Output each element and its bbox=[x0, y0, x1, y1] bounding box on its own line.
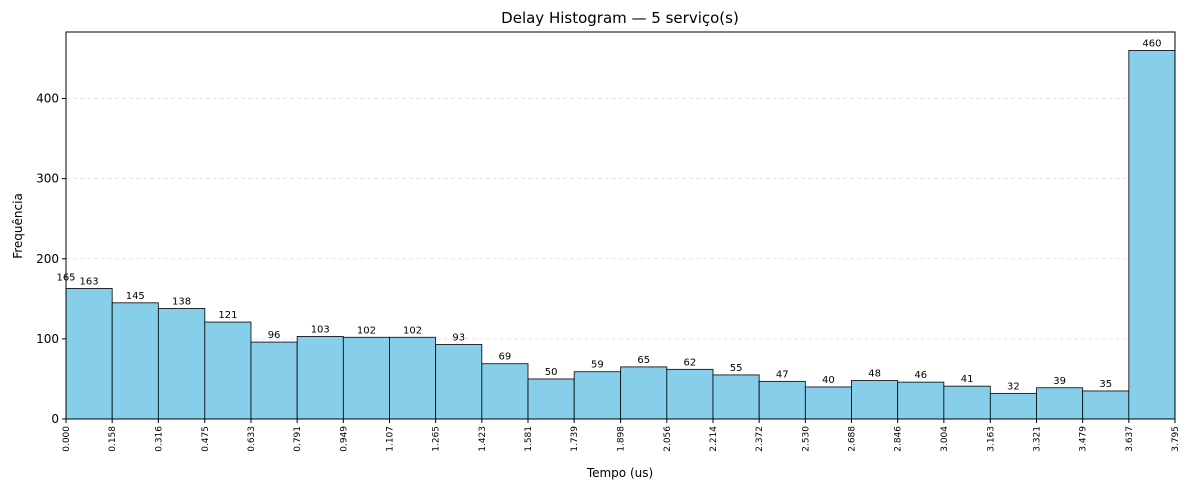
bar-value-label: 121 bbox=[218, 310, 237, 321]
histogram-bar bbox=[897, 381, 945, 420]
x-tick-label: 3.795 bbox=[1171, 426, 1181, 452]
bar-value-label: 69 bbox=[499, 352, 512, 363]
histogram-bar bbox=[481, 363, 529, 420]
x-axis-label: Tempo (us) bbox=[586, 466, 653, 480]
x-tick-label: 1.739 bbox=[570, 426, 580, 452]
bar-value-label: 96 bbox=[268, 330, 281, 341]
histogram-bar bbox=[943, 385, 991, 420]
histogram-bar bbox=[250, 341, 298, 420]
y-axis-label: Frequência bbox=[11, 193, 25, 259]
histogram-bar bbox=[1036, 387, 1084, 420]
histogram-bar bbox=[342, 336, 390, 420]
x-tick-label: 0.000 bbox=[62, 426, 72, 452]
bar-value-label: 48 bbox=[868, 369, 881, 380]
x-tick-label: 1.265 bbox=[432, 426, 442, 452]
bar-value-label: 55 bbox=[730, 363, 743, 374]
bar-value-label: 47 bbox=[776, 369, 789, 380]
bar-value-label: 59 bbox=[591, 360, 604, 371]
histogram-bar bbox=[296, 336, 344, 420]
y-tick-label: 100 bbox=[36, 332, 59, 346]
bar-value-label: 62 bbox=[684, 357, 697, 368]
x-tick-label: 0.316 bbox=[154, 426, 164, 452]
histogram-bar bbox=[851, 380, 899, 420]
bar-value-label: 40 bbox=[822, 375, 835, 386]
bars-group bbox=[65, 50, 1176, 420]
y-tick-label: 200 bbox=[36, 252, 59, 266]
histogram-bar bbox=[157, 308, 206, 420]
bar-value-label: 35 bbox=[1099, 379, 1112, 390]
bar-value-label: 102 bbox=[403, 325, 422, 336]
x-tick-label: 1.581 bbox=[524, 426, 534, 452]
histogram-bar bbox=[111, 302, 159, 420]
x-tick-label: 2.214 bbox=[709, 426, 719, 452]
y-axis: 0 100 200 300 400 bbox=[36, 92, 66, 426]
bar-value-label: 103 bbox=[311, 324, 330, 335]
histogram-bar bbox=[527, 378, 575, 420]
histogram-bar bbox=[804, 386, 852, 420]
y-tick-label: 400 bbox=[36, 92, 59, 106]
histogram-bar bbox=[389, 336, 437, 420]
histogram-bar bbox=[758, 380, 806, 420]
x-tick-label: 1.898 bbox=[617, 426, 627, 452]
chart-title: Delay Histogram — 5 serviço(s) bbox=[501, 9, 739, 27]
histogram-bar bbox=[1128, 50, 1176, 420]
x-tick-label: 2.846 bbox=[894, 426, 904, 452]
bar-value-labels: 163 145 138 121 96 103 102 102 93 69 50 59 65 62 55 47 4… bbox=[56, 38, 1161, 392]
bar-value-label: 41 bbox=[961, 374, 974, 385]
y-tick-label: 300 bbox=[36, 172, 59, 186]
x-tick-label: 2.372 bbox=[755, 426, 765, 452]
x-tick-label: 0.158 bbox=[108, 426, 118, 452]
histogram-bar bbox=[1082, 390, 1130, 420]
bar-value-label: 93 bbox=[452, 332, 465, 343]
y-gridlines bbox=[66, 98, 1175, 340]
x-tick-label: 1.107 bbox=[385, 426, 395, 452]
y-tick-label: 0 bbox=[51, 412, 59, 426]
bar-value-label: 138 bbox=[172, 296, 191, 307]
histogram-bar bbox=[712, 374, 760, 420]
x-tick-label: 0.791 bbox=[293, 426, 303, 452]
histogram-bar bbox=[65, 287, 113, 420]
x-tick-label: 2.688 bbox=[848, 426, 858, 452]
bar-value-label: 39 bbox=[1053, 376, 1066, 387]
x-tick-label: 2.056 bbox=[663, 426, 673, 452]
bar-value-label: 102 bbox=[357, 325, 376, 336]
x-tick-label: 2.530 bbox=[801, 426, 811, 452]
x-axis: 0.000 0.158 0.316 0.475 0.633 0.791 0.949 1.107… bbox=[62, 419, 1181, 452]
histogram-bar bbox=[620, 366, 668, 420]
histogram-bar bbox=[204, 321, 252, 420]
x-tick-label: 3.163 bbox=[986, 426, 996, 452]
x-tick-label: 3.321 bbox=[1032, 426, 1042, 452]
x-tick-label: 0.949 bbox=[339, 426, 349, 452]
x-tick-label: 3.637 bbox=[1125, 426, 1135, 452]
bar-value-label: 163 bbox=[80, 276, 99, 287]
x-tick-label: 0.475 bbox=[201, 426, 211, 452]
histogram-bar bbox=[989, 392, 1037, 420]
bar-value-label: 50 bbox=[545, 367, 558, 378]
bar-value-label: 46 bbox=[914, 370, 927, 381]
histogram-bar bbox=[666, 368, 714, 420]
x-tick-label: 0.633 bbox=[247, 426, 257, 452]
bar-value-label: 145 bbox=[126, 291, 145, 302]
histogram-bar bbox=[573, 371, 622, 420]
bar-value-label: 460 bbox=[1142, 38, 1161, 49]
histogram-bar bbox=[435, 344, 483, 420]
bar-value-label: 65 bbox=[637, 355, 650, 366]
x-tick-label: 1.423 bbox=[478, 426, 488, 452]
bar-value-label: 32 bbox=[1007, 381, 1020, 392]
x-tick-label: 3.479 bbox=[1079, 426, 1089, 452]
x-tick-label: 3.004 bbox=[940, 426, 950, 452]
